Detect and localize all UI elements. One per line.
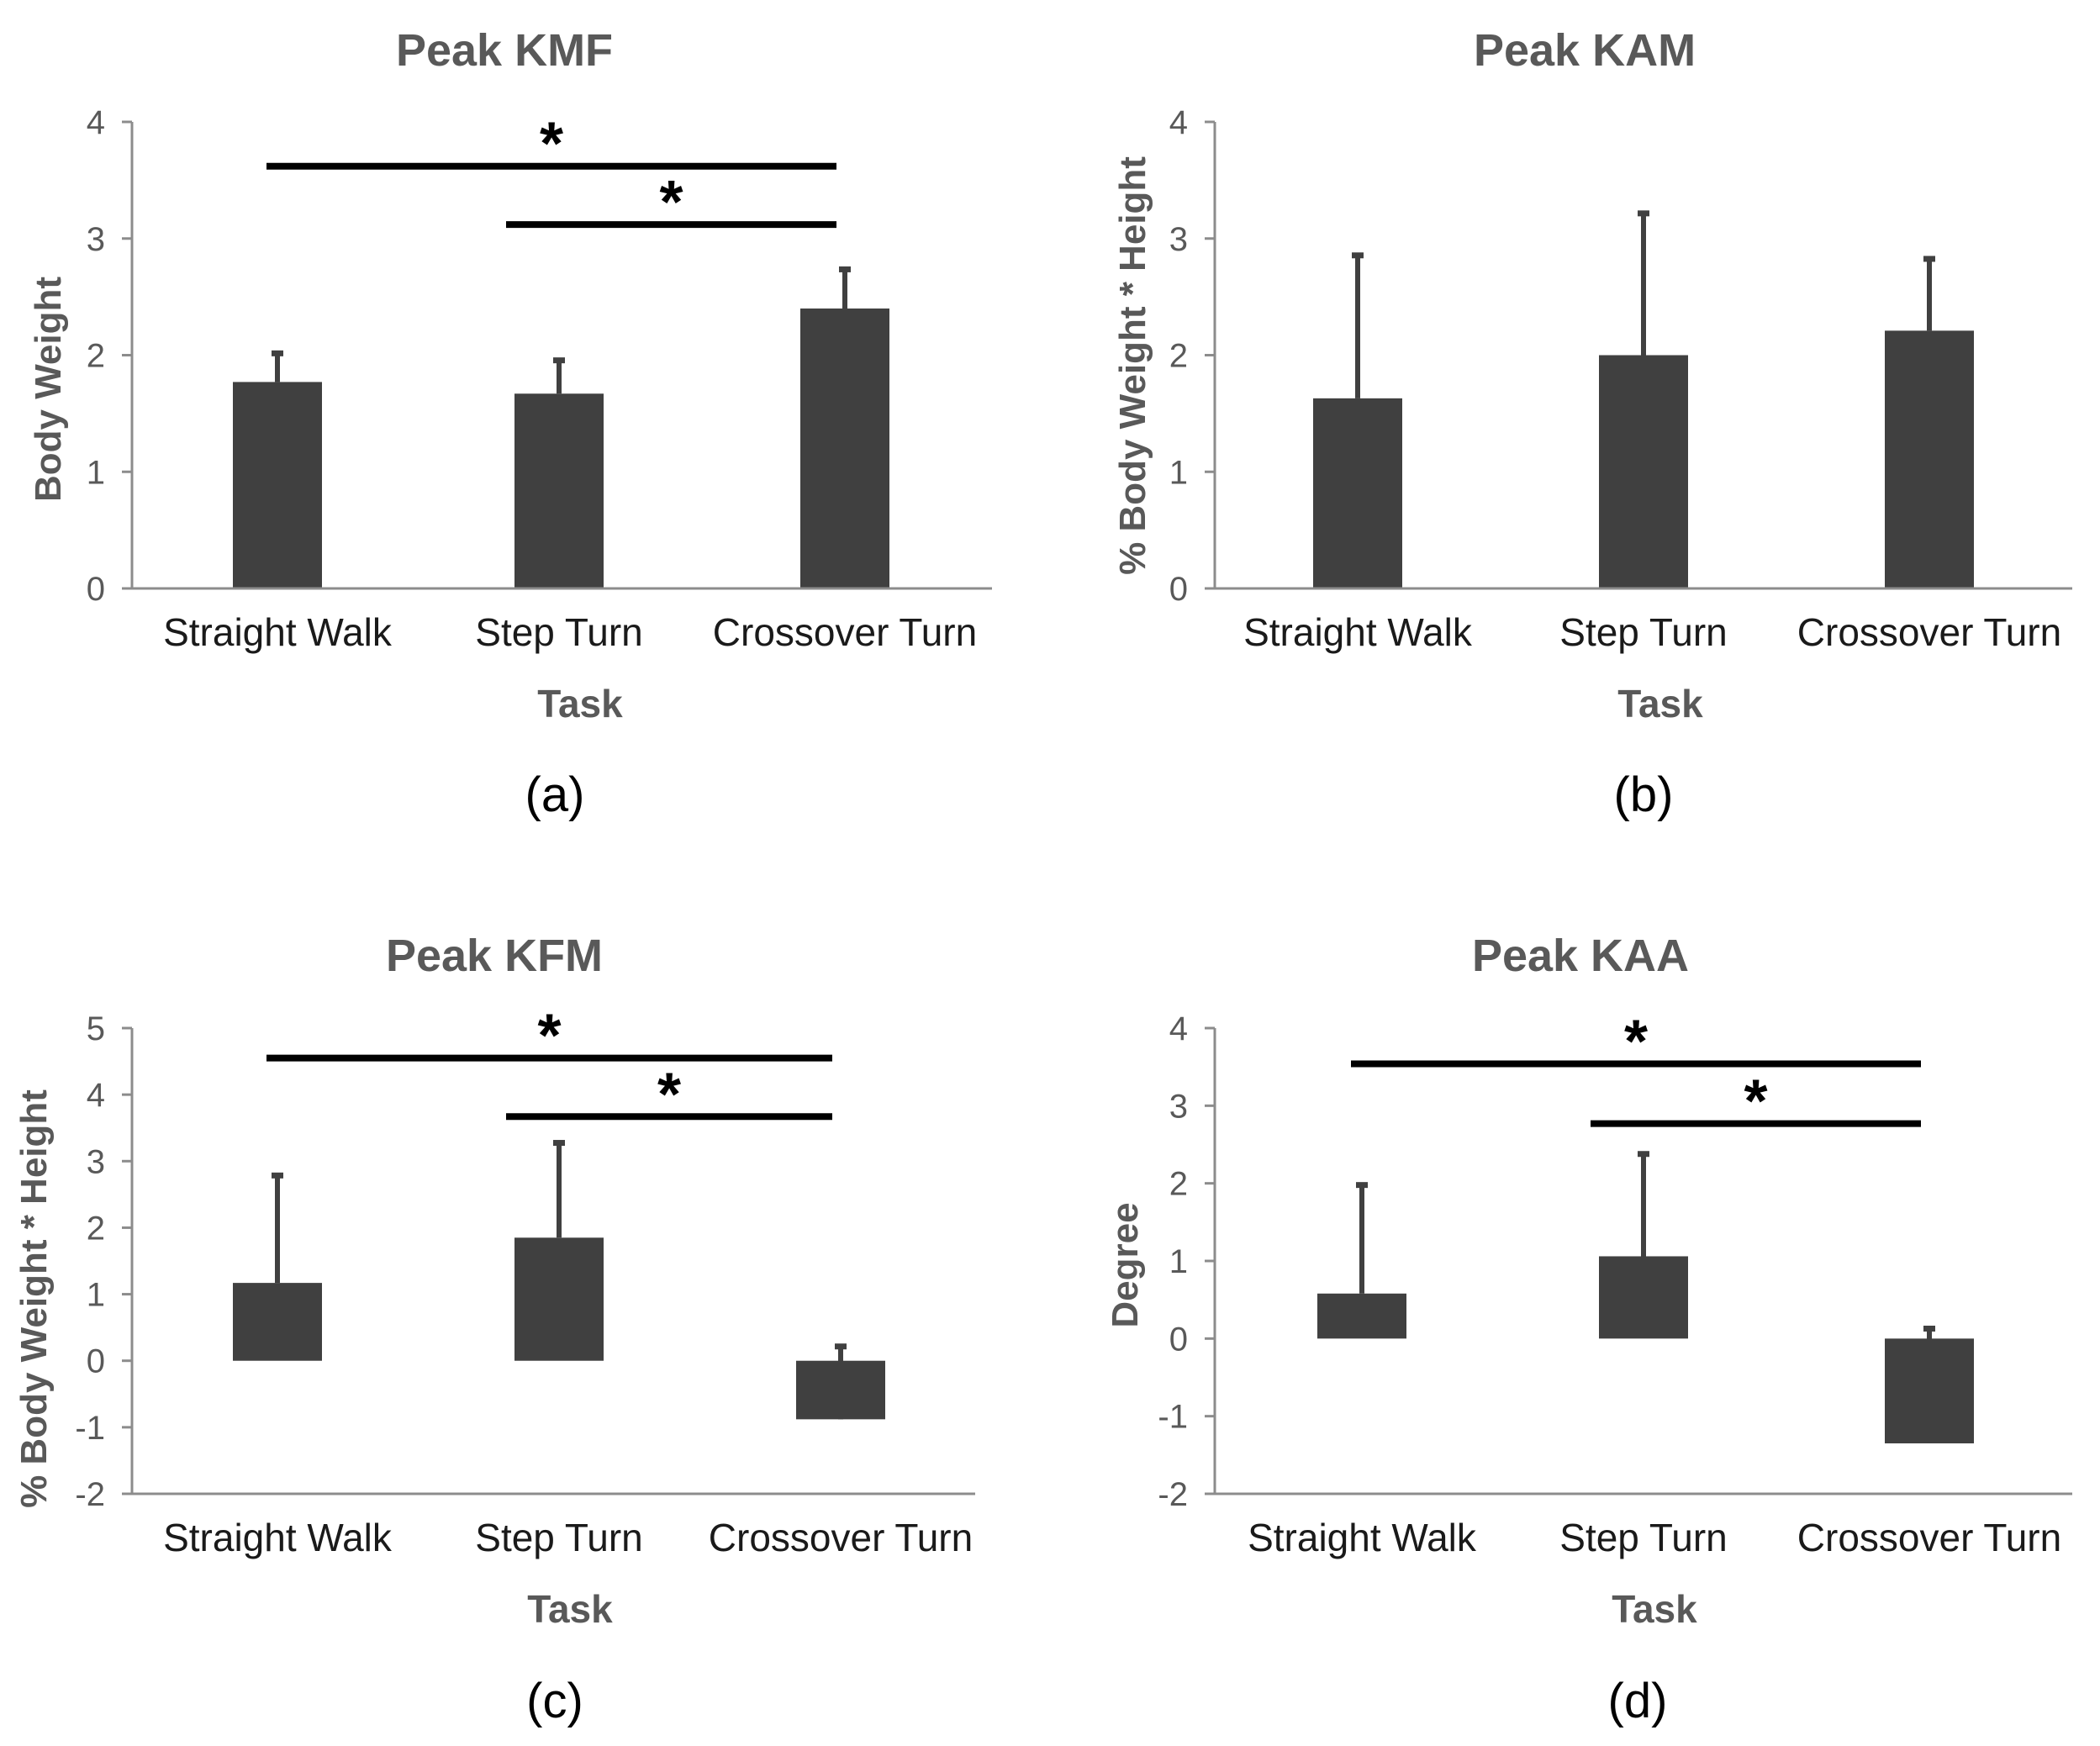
x-category-label: Straight Walk — [1248, 1516, 1477, 1559]
y-tick-label: 0 — [1169, 571, 1188, 608]
y-tick-label: 1 — [87, 454, 105, 491]
panel-label: (c) — [526, 1674, 583, 1728]
panel-label: (d) — [1608, 1674, 1668, 1728]
y-tick-label: -2 — [75, 1476, 105, 1513]
significance-star: * — [1624, 1008, 1648, 1075]
bar — [1317, 1293, 1406, 1339]
bar — [233, 382, 322, 588]
y-axis-ticks: 0 1 2 3 4 — [87, 104, 132, 608]
y-tick-label: 4 — [87, 1077, 105, 1114]
significance-star: * — [659, 169, 683, 236]
chart-title: Peak KAM — [1474, 25, 1696, 76]
y-tick-label: 4 — [1169, 104, 1188, 141]
bars — [1313, 330, 1974, 588]
x-axis-label: Task — [1617, 682, 1703, 725]
significance-star: * — [657, 1061, 681, 1128]
bar — [1885, 330, 1974, 588]
x-axis-label: Task — [537, 682, 623, 725]
x-category-label: Straight Walk — [163, 610, 393, 654]
bars — [233, 1237, 885, 1420]
significance-star: * — [1744, 1068, 1767, 1136]
y-tick-label: 0 — [87, 1343, 105, 1380]
chart-title: Peak KMF — [396, 25, 613, 76]
significance-star: * — [540, 111, 563, 178]
y-axis-label: Body Weight — [28, 277, 69, 502]
x-category-label: Crossover Turn — [1797, 1516, 2061, 1559]
panel-label: (a) — [525, 768, 585, 822]
y-tick-label: -1 — [1158, 1399, 1188, 1436]
bar — [1599, 1256, 1688, 1339]
significance-brackets: ** — [266, 111, 836, 236]
y-axis-ticks: -2 -1 0 1 2 3 4 5 — [75, 1010, 132, 1513]
y-tick-label: 1 — [87, 1277, 105, 1314]
y-tick-label: 3 — [87, 221, 105, 258]
bar — [1599, 355, 1688, 588]
x-category-label: Crossover Turn — [1797, 610, 2061, 654]
bar — [800, 309, 889, 588]
y-tick-label: 5 — [87, 1010, 105, 1047]
significance-star: * — [537, 1003, 561, 1070]
y-axis-ticks: 0 1 2 3 4 — [1169, 104, 1215, 608]
x-category-label: Crossover Turn — [709, 1516, 973, 1559]
y-tick-label: 2 — [1169, 338, 1188, 375]
y-tick-label: 1 — [1169, 454, 1188, 491]
bar — [233, 1283, 322, 1361]
x-category-label: Step Turn — [475, 610, 642, 654]
error-bars — [1352, 210, 1935, 398]
y-tick-label: 3 — [1169, 221, 1188, 258]
y-tick-label: 2 — [1169, 1166, 1188, 1203]
x-axis-categories: Straight Walk Step Turn Crossover Turn — [163, 1516, 973, 1559]
x-category-label: Straight Walk — [1243, 610, 1473, 654]
x-axis-categories: Straight Walk Step Turn Crossover Turn — [1243, 610, 2061, 654]
bar — [1313, 398, 1402, 588]
y-tick-label: 2 — [87, 338, 105, 375]
y-axis-label: % Body Weight * Height — [13, 1089, 55, 1508]
y-tick-label: 4 — [1169, 1010, 1188, 1047]
y-axis-label: Degree — [1105, 1202, 1146, 1327]
y-tick-label: 3 — [1169, 1088, 1188, 1125]
y-tick-label: 2 — [87, 1210, 105, 1247]
panel-label: (b) — [1614, 768, 1674, 822]
y-tick-label: 0 — [87, 571, 105, 608]
significance-brackets: ** — [266, 1003, 832, 1128]
x-axis-categories: Straight Walk Step Turn Crossover Turn — [1248, 1516, 2061, 1559]
x-category-label: Step Turn — [475, 1516, 642, 1559]
significance-brackets: ** — [1351, 1008, 1921, 1136]
error-bars — [1356, 1151, 1935, 1443]
x-category-label: Step Turn — [1559, 610, 1727, 654]
y-tick-label: -2 — [1158, 1476, 1188, 1513]
x-category-label: Straight Walk — [163, 1516, 393, 1559]
bars — [1317, 1256, 1974, 1443]
bars — [233, 309, 889, 588]
y-tick-label: 1 — [1169, 1243, 1188, 1280]
chart-title: Peak KAA — [1472, 931, 1689, 981]
error-bars — [272, 266, 851, 394]
panel-b: Peak KAM % Body Weight * Height Task (b)… — [1112, 25, 2072, 822]
error-bars — [272, 1140, 847, 1420]
y-tick-label: -1 — [75, 1410, 105, 1447]
y-axis-ticks: -2 -1 0 1 2 3 4 — [1158, 1010, 1215, 1513]
bar — [514, 1237, 604, 1361]
y-tick-label: 4 — [87, 104, 105, 141]
x-category-label: Step Turn — [1559, 1516, 1727, 1559]
y-tick-label: 0 — [1169, 1321, 1188, 1358]
chart-title: Peak KFM — [386, 931, 603, 981]
panel-c: Peak KFM % Body Weight * Height Task (c)… — [13, 931, 975, 1728]
bar — [514, 393, 604, 588]
x-axis-label: Task — [527, 1587, 613, 1631]
x-axis-label: Task — [1612, 1587, 1697, 1631]
x-axis-categories: Straight Walk Step Turn Crossover Turn — [163, 610, 977, 654]
x-category-label: Crossover Turn — [713, 610, 977, 654]
y-axis-label: % Body Weight * Height — [1112, 156, 1153, 575]
y-tick-label: 3 — [87, 1143, 105, 1180]
